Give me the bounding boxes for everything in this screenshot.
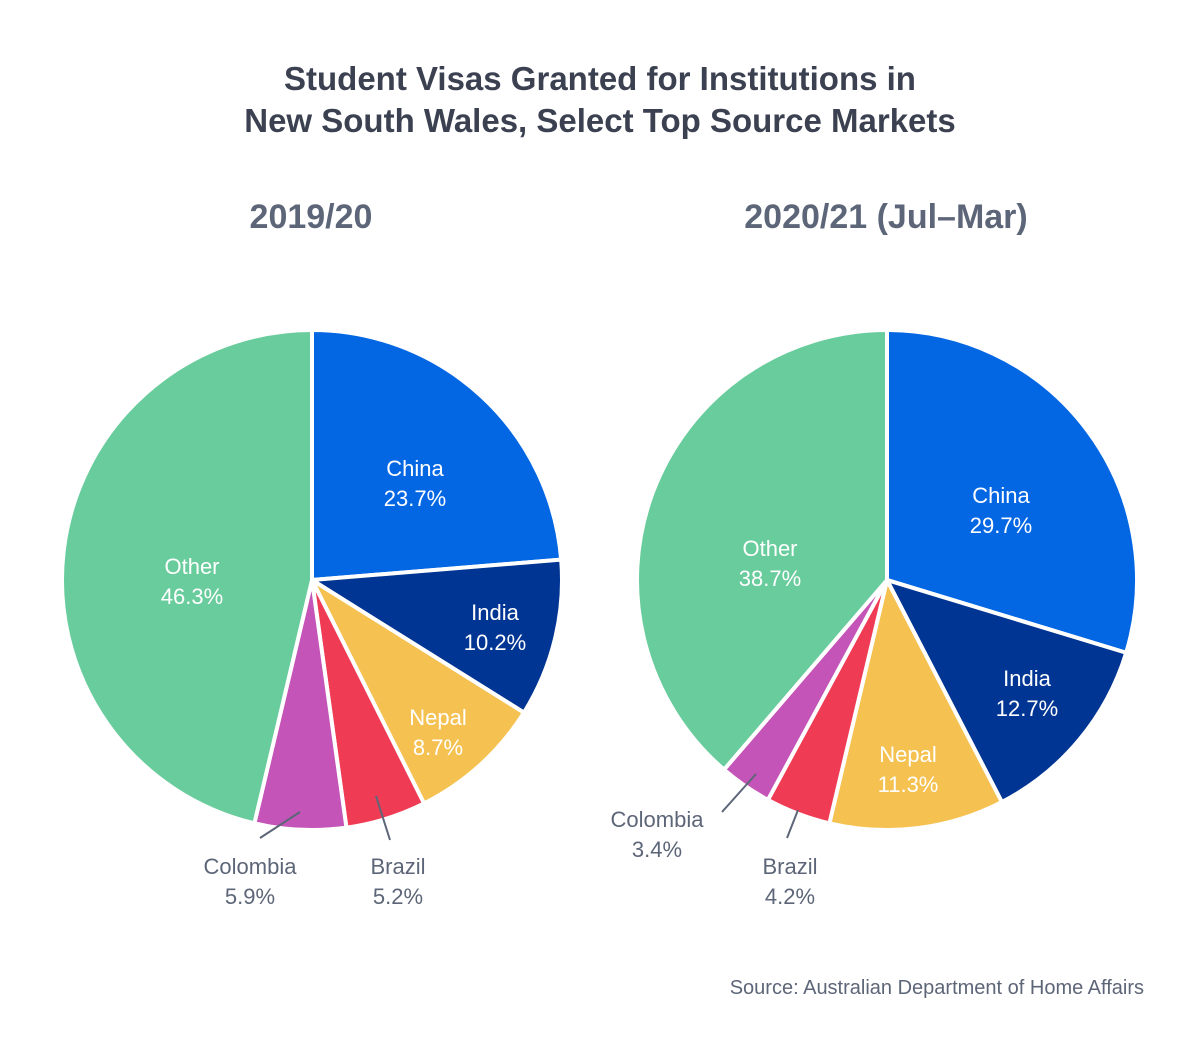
pie-2019-20-nepal-value-label: 8.7%	[413, 735, 463, 760]
pie-2020-21-colombia-label: Colombia 3.4%	[611, 807, 705, 862]
pie-2020-21-colombia-leader-line	[721, 773, 757, 813]
pie-2020-21-nepal-value-label: 11.3%	[878, 772, 939, 797]
pie-2020-21-slice-other	[635, 328, 889, 772]
pie-2020-21-india-value-label: 12.7%	[996, 696, 1058, 721]
pie-2019-20-china-category-label: China	[386, 456, 444, 481]
pie-2019-20-brazil-value-label: 5.2%	[373, 884, 423, 909]
pie-2020-21-colombia-value-label: 3.4%	[632, 837, 682, 862]
pie-2019-20-slice-china	[310, 328, 564, 582]
pie-2019-20-india-label: India 10.2%	[464, 600, 526, 655]
chart-title-line-2: New South Wales, Select Top Source Marke…	[244, 102, 956, 139]
pie-2019-20-other-category-label: Other	[164, 554, 219, 579]
pie-2020-21-other-value-label: 38.7%	[739, 566, 801, 591]
pie-2020-21-china-value-label: 29.7%	[970, 513, 1032, 538]
source-note: Source: Australian Department of Home Af…	[729, 977, 1144, 999]
pie-2020-21-china-label: China 29.7%	[970, 483, 1032, 538]
pie-2020-21-nepal-label: Nepal 11.3%	[878, 742, 939, 797]
pie-2020-21-india-label: India 12.7%	[996, 666, 1058, 721]
pie-2020-21-brazil-leader-line	[786, 809, 799, 839]
pie-2020-21-brazil-category-label: Brazil	[762, 854, 817, 879]
pie-2019-20-other-label: Other 46.3%	[161, 554, 223, 609]
pie-2019-20-china-label: China 23.7%	[384, 456, 446, 511]
pie-2019-20-china-value-label: 23.7%	[384, 486, 446, 511]
pie-2020-21-slice-india	[885, 578, 1129, 805]
pie-2019-20-brazil-label: Brazil 5.2%	[370, 854, 425, 909]
pie-2019-20-slice-nepal	[310, 578, 526, 806]
chart-title: Student Visas Granted for Institutions i…	[0, 58, 1200, 142]
pie-2020-21-nepal-category-label: Nepal	[879, 742, 936, 767]
pie-title-2020-21: 2020/21 (Jul–Mar)	[744, 198, 1028, 236]
pie-2020-21-other-label: Other 38.7%	[739, 536, 801, 591]
pie-title-2019-20: 2019/20	[249, 198, 373, 236]
pie-2019-20-brazil-leader-line	[375, 795, 391, 841]
pie-2019-20-slice-india	[310, 557, 564, 715]
pie-2020-21-india-category-label: India	[1003, 666, 1051, 691]
pie-2020-21-other-category-label: Other	[742, 536, 797, 561]
pie-2019-20-colombia-category-label: Colombia	[204, 854, 298, 879]
chart-title-line-1: Student Visas Granted for Institutions i…	[284, 60, 916, 97]
pie-2019-20-colombia-label: Colombia 5.9%	[204, 854, 298, 909]
pie-2020-21: China 29.7% India 12.7% Nepal 11.3% Brazil 4.2%…	[611, 328, 1139, 909]
pie-2019-20-nepal-label: Nepal 8.7%	[409, 705, 466, 760]
pie-2019-20-india-category-label: India	[471, 600, 519, 625]
pie-2019-20: China 23.7% India 10.2% Nepal 8.7% Brazil 5.2% C…	[60, 328, 564, 909]
pie-2019-20-other-value-label: 46.3%	[161, 584, 223, 609]
pie-2020-21-slice-china	[885, 328, 1139, 655]
pie-2020-21-brazil-value-label: 4.2%	[765, 884, 815, 909]
pie-2020-21-colombia-category-label: Colombia	[611, 807, 705, 832]
pie-2019-20-nepal-category-label: Nepal	[409, 705, 466, 730]
pie-2019-20-colombia-leader-line	[259, 811, 301, 839]
pie-2020-21-brazil-label: Brazil 4.2%	[762, 854, 817, 909]
pie-2020-21-china-category-label: China	[972, 483, 1030, 508]
pie-2019-20-brazil-category-label: Brazil	[370, 854, 425, 879]
pie-2019-20-colombia-value-label: 5.9%	[225, 884, 275, 909]
pie-2019-20-slice-other	[60, 328, 314, 826]
pie-2019-20-india-value-label: 10.2%	[464, 630, 526, 655]
